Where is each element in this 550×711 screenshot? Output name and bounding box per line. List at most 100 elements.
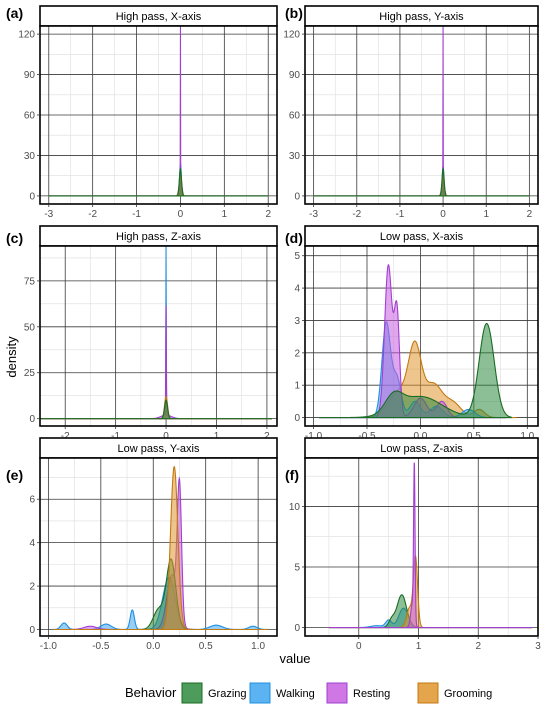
x-tick-label: -1 <box>395 209 404 220</box>
y-tick-label: 3 <box>294 316 300 327</box>
y-tick-label: 0 <box>29 625 35 636</box>
strip-title: High pass, Z-axis <box>116 231 201 243</box>
y-tick-label: 0 <box>29 191 35 202</box>
x-tick-label: 3 <box>535 641 541 652</box>
x-tick-label: 2 <box>265 209 271 220</box>
x-tick-label: 1.0 <box>520 431 534 442</box>
y-tick-label: 2 <box>294 348 300 359</box>
legend-key-grazing <box>181 682 203 704</box>
y-tick-label: 0 <box>294 413 300 424</box>
x-tick-label: -0.5 <box>358 431 376 442</box>
y-tick-label: 6 <box>29 495 35 506</box>
x-tick-label: 0 <box>163 431 169 442</box>
legend-key-resting <box>326 682 348 704</box>
chart-panel: (f) Low pass, Z-axis 0 1 2 3 0 5 10 <box>285 437 541 652</box>
panel-border <box>39 457 278 637</box>
y-tick-label: 60 <box>289 111 301 122</box>
strip-title: Low pass, X-axis <box>380 231 464 243</box>
plot-area <box>40 26 277 204</box>
x-tick-label: 0.5 <box>199 641 213 652</box>
x-tick-label: -1.0 <box>40 641 58 652</box>
density-grazing <box>48 167 269 197</box>
density-grooming <box>53 465 269 631</box>
y-tick-label: 0 <box>294 191 300 202</box>
y-tick-label: 5 <box>294 251 300 262</box>
x-tick-label: -2 <box>88 209 97 220</box>
strip-title: High pass, Y-axis <box>379 11 464 23</box>
x-tick-label: -2 <box>61 431 70 442</box>
x-tick-label: 1 <box>483 209 489 220</box>
x-tick-label: 0 <box>440 209 446 220</box>
plot-area <box>305 26 538 204</box>
plot-background <box>40 246 277 426</box>
panel-letter: (b) <box>285 5 303 21</box>
x-tick-label: 1.0 <box>251 641 265 652</box>
x-tick-label: -2 <box>352 209 361 220</box>
y-tick-label: 50 <box>24 322 36 333</box>
y-tick-label: 90 <box>289 70 301 81</box>
legend-label-walking: Walking <box>276 688 315 700</box>
legend: Behavior Grazing Walking Resting Grooming <box>125 682 492 704</box>
plot-background <box>305 458 538 636</box>
x-tick-label: -0.5 <box>92 641 110 652</box>
y-tick-label: 75 <box>24 276 36 287</box>
y-tick-label: 25 <box>24 368 36 379</box>
panel-letter: (a) <box>6 5 23 21</box>
x-tick-label: 1 <box>416 641 422 652</box>
y-tick-label: 90 <box>24 70 36 81</box>
y-tick-label: 30 <box>289 151 301 162</box>
legend-label-resting: Resting <box>353 688 390 700</box>
panel-letter: (c) <box>6 230 23 246</box>
chart-panel: (d) Low pass, X-axis -1.0 -0.5 0.0 0.5 1.0 0 1 2 3… <box>285 225 539 442</box>
chart-panel: (e) Low pass, Y-axis -1.0 -0.5 0.0 0.5 1.0 0 2 4 6 <box>6 437 278 652</box>
plot-area <box>40 246 277 426</box>
strip-title: Low pass, Z-axis <box>380 443 463 455</box>
legend-title: Behavior <box>125 685 177 700</box>
legend-label-grazing: Grazing <box>208 688 247 700</box>
plot-area <box>305 246 538 426</box>
y-tick-label: 10 <box>289 502 301 513</box>
x-tick-label: 2 <box>264 431 270 442</box>
y-tick-label: 2 <box>29 582 35 593</box>
x-tick-label: 2 <box>527 209 533 220</box>
x-tick-label: 0 <box>356 641 362 652</box>
x-tick-label: 1 <box>222 209 228 220</box>
x-tick-label: -1 <box>132 209 141 220</box>
plot-area <box>305 458 538 636</box>
panel-letter: (e) <box>6 467 23 483</box>
strip-title: High pass, X-axis <box>116 11 202 23</box>
x-tick-label: 0.0 <box>413 431 427 442</box>
y-tick-label: 1 <box>294 381 300 392</box>
legend-key-grooming <box>417 682 439 704</box>
x-tick-label: 0.0 <box>146 641 160 652</box>
plot-area <box>40 458 277 636</box>
panel-border <box>39 245 278 427</box>
x-tick-label: 0.5 <box>467 431 481 442</box>
y-tick-label: 0 <box>29 414 35 425</box>
y-tick-label: 4 <box>294 284 300 295</box>
y-tick-label: 4 <box>29 538 35 549</box>
x-tick-label: -1 <box>111 431 120 442</box>
y-axis-title: density <box>4 336 19 378</box>
density-grazing <box>313 167 530 197</box>
legend-label-grooming: Grooming <box>444 688 492 700</box>
y-tick-label: 60 <box>24 111 36 122</box>
panel-letter: (f) <box>285 467 299 483</box>
strip-title: Low pass, Y-axis <box>118 443 200 455</box>
x-tick-label: 2 <box>475 641 481 652</box>
x-axis-title: value <box>279 651 310 666</box>
density-grazing <box>318 322 512 419</box>
y-tick-label: 120 <box>283 30 300 41</box>
panels: (a) High pass, X-axis-3 -2 -1 0 1 20306090120(… <box>6 5 541 652</box>
density-resting <box>328 462 533 629</box>
panel-border <box>304 457 539 637</box>
x-tick-label: -1.0 <box>305 431 323 442</box>
density-grazing <box>40 399 272 420</box>
y-tick-label: 120 <box>18 30 35 41</box>
x-tick-label: -3 <box>44 209 53 220</box>
x-tick-label: -3 <box>309 209 318 220</box>
plot-background <box>40 458 277 636</box>
panel-border <box>304 245 539 427</box>
